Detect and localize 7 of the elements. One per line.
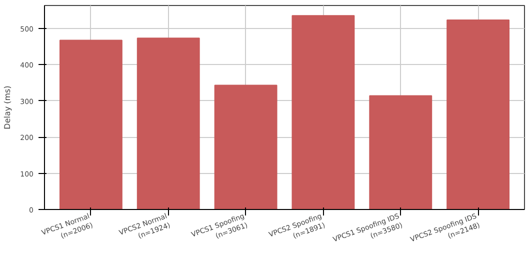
bar [59, 40, 122, 210]
bar [214, 84, 278, 210]
bar [446, 19, 510, 210]
bar [369, 95, 432, 210]
bar [292, 15, 355, 210]
y-axis-title: Delay (ms) [3, 86, 12, 130]
bar [136, 38, 200, 210]
